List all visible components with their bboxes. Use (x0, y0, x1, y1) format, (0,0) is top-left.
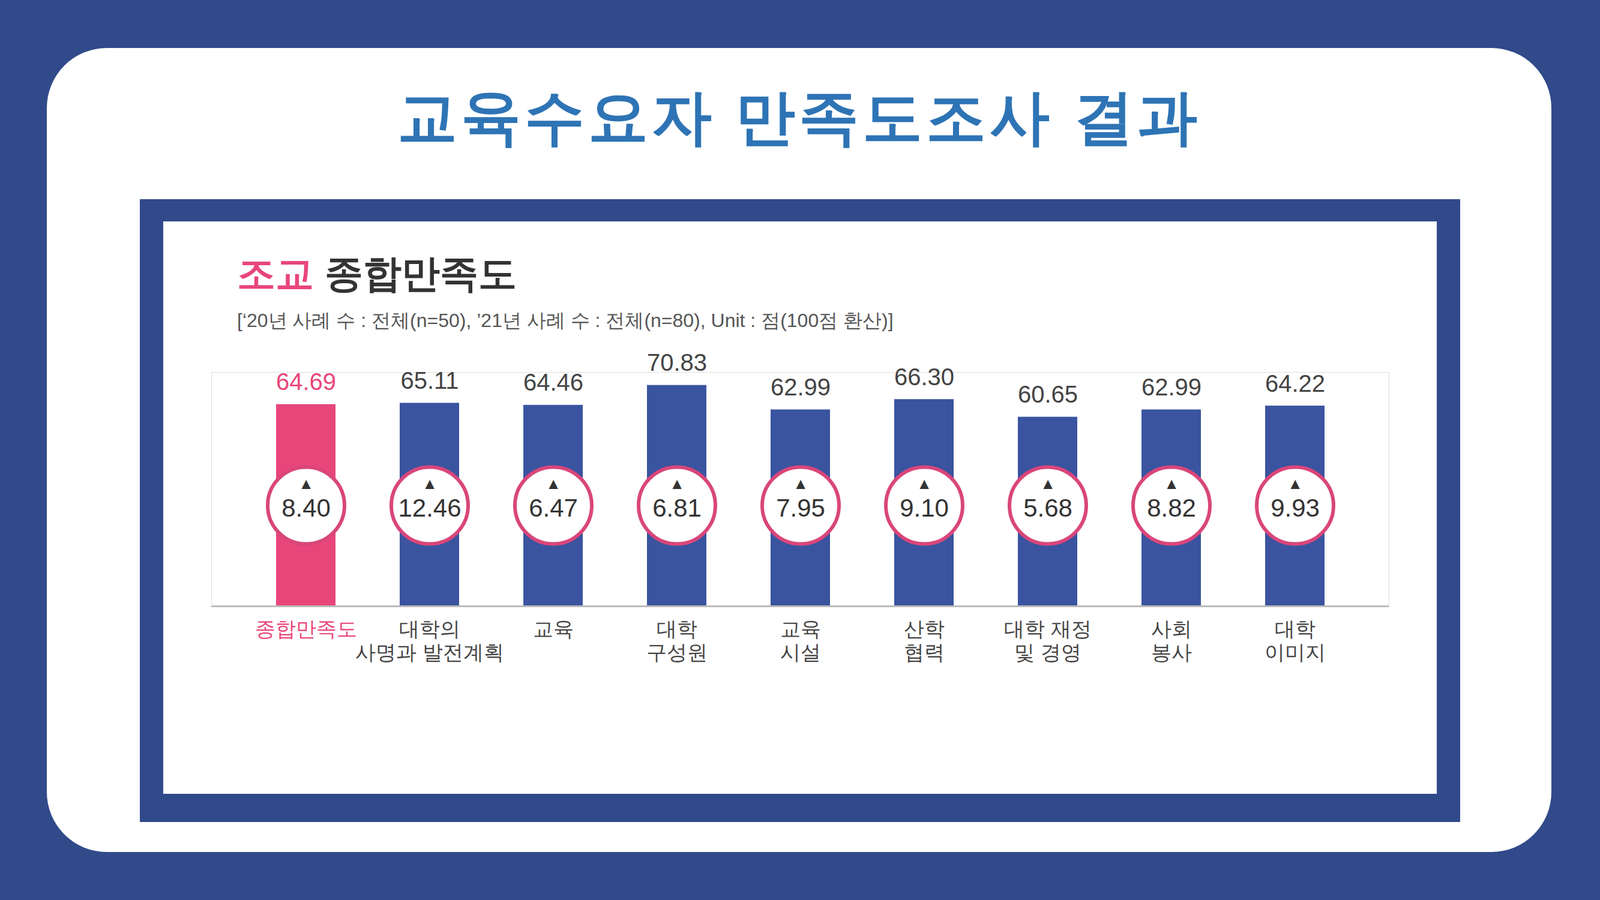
svg-text:62.99: 62.99 (1141, 373, 1202, 401)
svg-text:9.10: 9.10 (899, 493, 949, 523)
html-text:조교종합만족도: 조교종합만족도 (237, 252, 517, 296)
svg-text:65.11: 65.11 (400, 367, 459, 394)
svg-text:8.82: 8.82 (1146, 493, 1197, 523)
svg-text:▲: ▲ (792, 474, 809, 493)
svg-text:62.99: 62.99 (770, 373, 831, 401)
svg-text:▲: ▲ (298, 474, 314, 493)
svg-text:대학의사명과 발전계획: 대학의사명과 발전계획 (355, 617, 504, 664)
svg-text:▲: ▲ (916, 474, 933, 493)
svg-text:6.81: 6.81 (652, 493, 702, 523)
svg-text:70.83: 70.83 (646, 349, 707, 376)
svg-text:▲: ▲ (669, 474, 685, 493)
svg-text:대학이미지: 대학이미지 (1264, 617, 1326, 664)
svg-text:6.47: 6.47 (528, 493, 578, 523)
svg-text:5.68: 5.68 (1023, 493, 1073, 523)
svg-text:9.93: 9.93 (1270, 493, 1320, 523)
svg-text:64.46: 64.46 (523, 369, 584, 396)
svg-text:대학 재정및 경영: 대학 재정및 경영 (1004, 617, 1092, 664)
svg-text:대학구성원: 대학구성원 (646, 617, 708, 664)
html-text:[‘20년 사례 수 : 전체(n=50), ’21년 사례: [‘20년 사례 수 : 전체(n=50), ’21년 사례 수 : 전체(n=… (237, 309, 894, 332)
svg-text:60.65: 60.65 (1017, 381, 1078, 408)
svg-text:64.69: 64.69 (276, 368, 337, 395)
svg-text:▲: ▲ (1163, 474, 1180, 493)
svg-text:64.22: 64.22 (1265, 370, 1326, 397)
svg-text:종합만족도: 종합만족도 (255, 617, 358, 641)
svg-text:산학협력: 산학협력 (903, 617, 945, 664)
svg-text:▲: ▲ (1040, 474, 1056, 493)
html-text:교육수요자 만족도조사 결과: 교육수요자 만족도조사 결과 (397, 83, 1202, 151)
svg-text:▲: ▲ (545, 474, 562, 493)
svg-text:7.95: 7.95 (775, 493, 826, 523)
svg-text:교육시설: 교육시설 (780, 617, 822, 664)
svg-text:▲: ▲ (421, 474, 438, 493)
svg-text:66.30: 66.30 (894, 363, 955, 391)
svg-text:▲: ▲ (1287, 474, 1303, 493)
svg-text:사회봉사: 사회봉사 (1151, 617, 1192, 664)
svg-text:8.40: 8.40 (281, 493, 331, 523)
svg-text:교육: 교육 (532, 617, 574, 641)
svg-text:12.46: 12.46 (397, 493, 461, 523)
